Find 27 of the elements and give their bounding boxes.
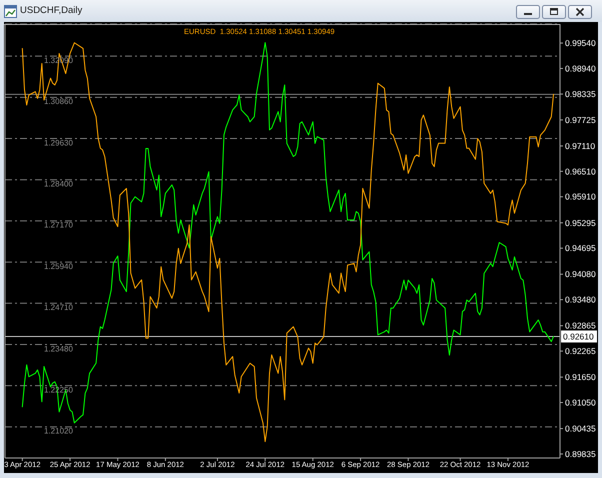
y2-tick-label: 0.96510 xyxy=(565,166,596,176)
y2-tick-label: 0.93480 xyxy=(565,294,596,305)
y2-tick-label: 0.92865 xyxy=(565,320,596,331)
y2-tick-label: 0.98940 xyxy=(565,63,596,74)
y2-tick-label: 0.94080 xyxy=(565,269,596,280)
y-tick-label: 1.25940 xyxy=(44,262,74,271)
ref-line-label: 0.92610 xyxy=(563,331,594,342)
y-tick-label: 1.27170 xyxy=(44,220,74,230)
y-tick-label: 1.28400 xyxy=(44,180,74,189)
y2-tick-label: 0.95910 xyxy=(565,192,596,202)
y2-tick-label: 0.99540 xyxy=(565,38,596,48)
y2-tick-label: 0.90435 xyxy=(565,424,596,434)
y-tick-label: 1.24710 xyxy=(44,303,74,312)
y-tick-label: 1.29630 xyxy=(44,138,74,148)
y2-tick-label: 0.89835 xyxy=(565,448,596,459)
chart-title: USDCHF,Daily xyxy=(20,5,82,16)
y-tick-label: 1.30860 xyxy=(44,97,74,106)
y2-tick-label: 0.97110 xyxy=(565,140,596,151)
y2-tick-label: 0.98335 xyxy=(565,89,596,100)
y2-tick-label: 0.91050 xyxy=(565,398,596,408)
y2-tick-label: 0.94695 xyxy=(565,243,596,254)
y2-tick-label: 0.97725 xyxy=(565,114,596,125)
y2-tick-label: 0.95295 xyxy=(565,218,596,228)
y-tick-label: 1.23480 xyxy=(44,344,74,354)
y-tick-label: 1.21020 xyxy=(44,426,74,436)
y2-tick-label: 0.92265 xyxy=(565,346,596,356)
y2-tick-label: 0.91650 xyxy=(565,372,596,382)
